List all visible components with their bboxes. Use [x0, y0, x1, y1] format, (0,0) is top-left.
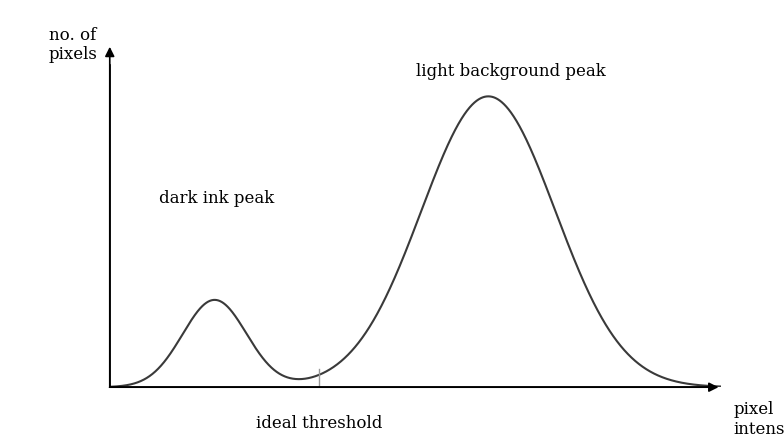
Text: no. of
pixels: no. of pixels [49, 27, 97, 63]
Text: pixel
intensity: pixel intensity [734, 401, 784, 437]
Text: dark ink peak: dark ink peak [158, 190, 274, 207]
Text: light background peak: light background peak [416, 63, 605, 80]
Text: ideal threshold: ideal threshold [256, 414, 383, 432]
